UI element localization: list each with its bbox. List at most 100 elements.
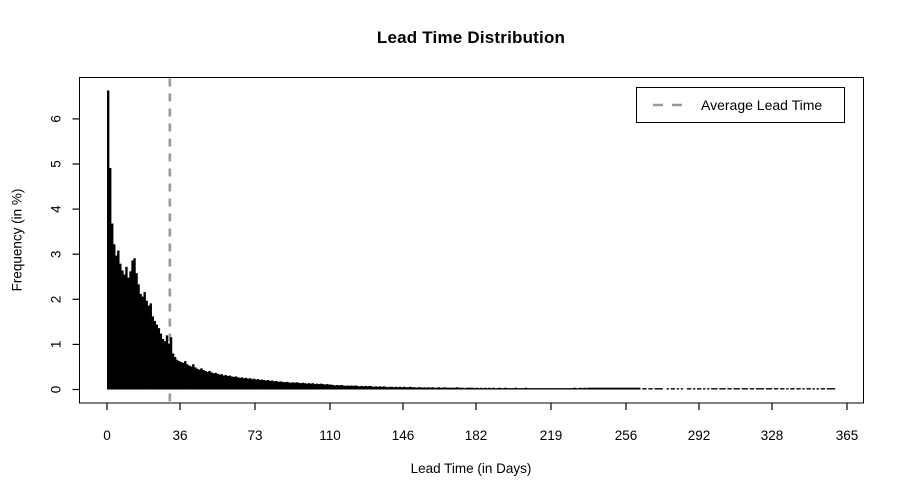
histogram-bar [733,388,736,390]
histogram-bar [107,90,110,390]
y-tick-label: 3 [49,250,64,258]
histogram-bar [135,273,138,390]
histogram-bar [143,292,146,390]
histogram-bar [435,387,438,390]
histogram-bar [575,388,578,390]
histogram-bar [577,388,580,390]
x-axis-title: Lead Time (in Days) [410,461,532,476]
histogram-bar [757,388,761,390]
histogram-bar [723,388,726,390]
histogram-bar [644,388,647,390]
histogram-bar [504,387,507,390]
histogram-bar [559,388,562,390]
histogram-bar [421,387,424,390]
histogram-bar [727,388,730,390]
histogram-bar [259,380,262,390]
histogram-bar [167,343,171,390]
histogram-bar [372,386,375,390]
histogram-bar [376,386,380,390]
histogram-bar [621,387,625,390]
histogram-bar [741,388,744,390]
histogram-bar [613,387,617,390]
histogram-bar [263,380,266,390]
histogram-bar [417,387,420,390]
histogram-bar [830,388,834,390]
histogram-bar [332,384,335,390]
x-tick-label: 365 [836,428,859,443]
histogram-bar [277,381,280,390]
histogram-bar [467,387,471,390]
histogram-bar [400,387,404,390]
histogram-bar [443,387,446,390]
x-tick-label: 146 [392,428,415,443]
histogram-bar [384,386,388,390]
histogram-bar [634,387,637,390]
y-tick-label: 6 [49,115,64,123]
histogram-bar [184,361,187,390]
histogram-bar [626,387,629,390]
histogram-bar [820,388,824,390]
histogram-bar [382,386,386,390]
histogram-bar [729,388,732,390]
histogram-bar [551,388,554,390]
histogram-bar [496,388,499,390]
histogram-bar [188,365,191,390]
legend-dashed-line-icon [653,103,685,107]
histogram-bar [419,387,422,390]
histogram-bar [510,388,513,390]
histogram-bar [658,388,661,390]
histogram-bar [538,388,542,390]
histogram-bar [285,381,288,390]
histogram-bar [751,388,755,390]
histogram-bar [615,387,619,390]
histogram-bar [192,364,195,390]
histogram-bar [632,387,635,390]
histogram-bar [415,387,418,390]
histogram-bar [445,387,448,390]
histogram-bar [271,380,274,390]
histogram-bar [557,388,560,390]
histogram-bar [403,386,406,390]
histogram-bar [569,388,572,390]
histogram-bar [589,387,592,390]
histogram-bar [816,388,819,390]
histogram-bar [463,388,467,390]
histogram-bar [455,387,459,390]
histogram-bar [484,387,487,390]
y-tick-label: 2 [49,296,64,304]
histogram-bar [366,386,369,390]
histogram-bar [131,260,134,390]
histogram-bar [786,388,789,390]
histogram-bar [216,373,219,390]
histogram-bar [623,387,627,390]
histogram-bar [115,255,118,390]
histogram-bar [273,381,276,390]
histogram-bar [289,382,292,390]
histogram-bar [692,388,696,390]
histogram-bar [121,270,124,390]
histogram-bar [208,371,211,390]
histogram-bar [409,386,412,390]
histogram-bar [707,388,710,390]
histogram-bar [117,250,120,390]
histogram-bar [163,341,167,390]
histogram-bar [595,387,598,390]
x-tick-label: 219 [540,428,563,443]
legend: Average Lead Time [636,87,845,123]
histogram-bar [177,361,181,390]
histogram-bar [360,385,363,390]
histogram-bar [202,370,205,390]
histogram-bar [656,388,659,390]
histogram-bar [250,379,254,390]
histogram-bar [571,388,574,390]
histogram-bar [605,387,609,390]
histogram-bar [553,388,556,390]
histogram-bar [109,168,112,390]
histogram-bar [228,375,232,390]
histogram-bar [433,387,436,390]
histogram-bar [303,383,307,390]
histogram-bar [248,378,252,390]
histogram-bar [567,388,570,390]
y-tick-label: 1 [49,341,64,349]
histogram-bar [200,368,203,390]
